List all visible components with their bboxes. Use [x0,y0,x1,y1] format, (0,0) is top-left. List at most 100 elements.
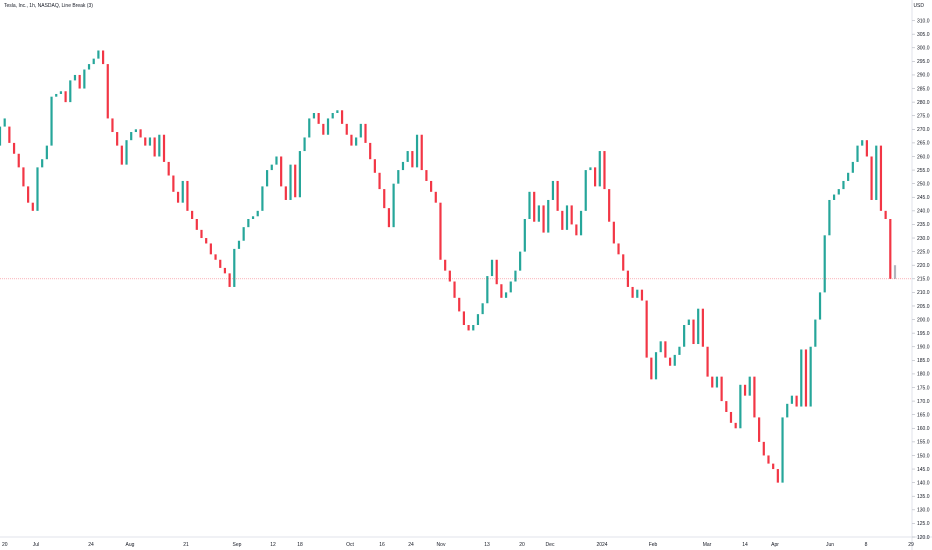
brick-down [27,186,30,203]
brick-up [73,74,77,81]
brick-up [97,50,100,59]
brick-up [303,137,306,152]
brick-down [195,219,198,230]
price-tick-label: 155.0 [917,440,930,446]
brick-down [729,411,733,423]
brick-up [687,319,690,325]
brick-down [167,161,170,176]
brick-down [594,167,597,187]
price-tick-label: 280.0 [917,100,930,106]
brick-down [8,126,11,143]
brick-down [603,151,606,190]
brick-up [92,58,95,65]
time-tick-label: 20 [2,542,8,548]
brick-up [55,93,58,97]
brick-up [748,376,751,396]
time-tick-label: Nov [437,542,446,548]
brick-down [205,238,208,244]
brick-down [495,259,498,285]
brick-down [430,180,433,192]
time-tick-label: Dec [546,542,555,548]
brick-up [514,270,517,282]
brick-up [401,161,405,171]
brick-up [355,137,358,146]
brick-down [139,129,142,138]
brick-down [500,284,503,298]
brick-down [209,243,212,255]
brick-down [762,441,765,456]
brick-down [776,469,779,483]
brick-up [828,199,831,236]
brick-down [345,123,348,135]
brick-down [453,281,456,298]
brick-down [378,172,381,190]
brick-down [743,384,747,396]
time-tick-label: Oct [346,542,354,548]
brick-up [256,210,259,217]
brick-up [818,292,822,320]
brick-down [280,156,283,187]
brick-up [537,205,540,222]
brick-up [636,289,639,298]
brick-up [237,240,241,249]
brick-down [692,319,695,345]
brick-down [434,191,437,203]
brick-up [41,159,44,168]
brick-down [425,170,428,181]
brick-up [130,132,133,141]
brick-down [116,132,119,146]
brick-down [322,123,325,135]
brick-up [584,170,587,211]
brick-up [715,376,719,388]
price-tick-label: 275.0 [917,114,930,120]
time-axis[interactable]: 20 Jul 24 Aug 21 Sep 12 18 Oct 16 24 Nov 13 20 Dec 2024… [2,542,914,548]
price-tick-label: 245.0 [917,195,930,201]
brick-up [486,276,489,304]
brick-down [711,376,714,388]
price-tick-label: 240.0 [917,209,930,215]
brick-up [790,395,794,404]
brick-down [462,311,465,325]
brick-up [523,219,526,252]
brick-up [181,180,184,203]
price-tick-label: 295.0 [917,59,930,65]
brick-down [120,145,123,165]
brick-up [565,205,569,230]
brick-up [69,80,72,103]
brick-down [570,205,573,225]
price-tick-label: 290.0 [917,73,930,79]
brick-up [331,113,334,119]
brick-down [176,191,180,203]
price-tick-label: 125.0 [917,521,930,527]
time-tick-label: Apr [771,542,779,548]
brick-up [148,137,152,146]
brick-up [481,303,484,315]
time-tick-label: Jun [826,542,834,548]
brick-down [31,202,34,211]
brick-down [387,208,391,228]
brick-up [242,227,245,241]
price-tick-label: 260.0 [917,154,930,160]
brick-up [551,180,555,200]
brick-down [439,202,442,260]
price-tick-label: 235.0 [917,222,930,228]
brick-down [369,142,372,160]
price-tick-label: 190.0 [917,345,930,351]
price-axis[interactable]: 120.0 125.0 130.0 135.0 140.0 145.0 150.0 155.0… [912,18,930,541]
price-tick-label: 195.0 [917,331,930,337]
brick-down [186,180,189,211]
brick-down [340,110,344,124]
bricks-layer [0,50,897,483]
time-tick-label: Aug [126,542,135,548]
brick-down [804,349,808,407]
brick-down [561,210,564,230]
brick-down [870,156,873,200]
brick-up [270,164,273,171]
brick-down [622,254,625,271]
price-tick-label: 250.0 [917,181,930,187]
brick-down [701,308,704,347]
brick-up [158,134,161,157]
brick-up [125,140,128,165]
brick-down [575,224,578,236]
